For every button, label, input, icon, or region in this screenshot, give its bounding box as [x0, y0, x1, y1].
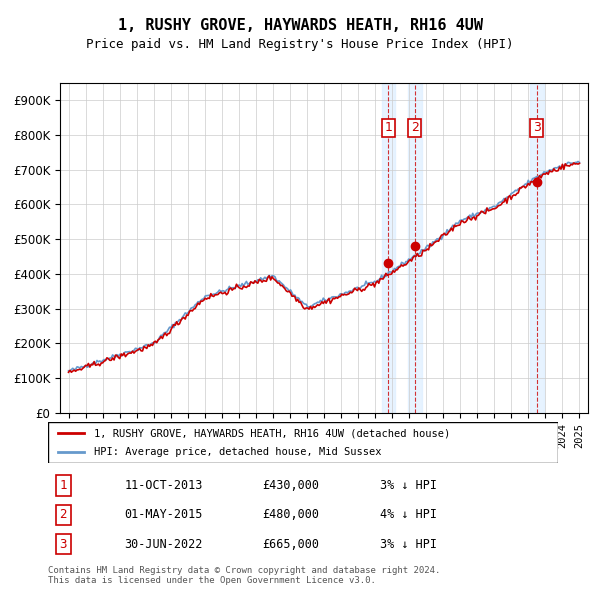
Text: £665,000: £665,000	[262, 537, 319, 550]
Text: 1, RUSHY GROVE, HAYWARDS HEATH, RH16 4UW (detached house): 1, RUSHY GROVE, HAYWARDS HEATH, RH16 4UW…	[94, 428, 450, 438]
Text: 3: 3	[59, 537, 67, 550]
Text: 2: 2	[411, 122, 419, 135]
Text: 4% ↓ HPI: 4% ↓ HPI	[380, 508, 437, 522]
Text: 3% ↓ HPI: 3% ↓ HPI	[380, 537, 437, 550]
Bar	[382, 83, 395, 413]
Text: 2: 2	[59, 508, 67, 522]
Text: 1: 1	[59, 479, 67, 492]
Text: 01-MAY-2015: 01-MAY-2015	[125, 508, 203, 522]
Text: Price paid vs. HM Land Registry's House Price Index (HPI): Price paid vs. HM Land Registry's House …	[86, 38, 514, 51]
Bar	[408, 83, 422, 413]
Text: Contains HM Land Registry data © Crown copyright and database right 2024.: Contains HM Land Registry data © Crown c…	[48, 566, 440, 575]
Text: 1: 1	[385, 122, 392, 135]
Text: £430,000: £430,000	[262, 479, 319, 492]
FancyBboxPatch shape	[48, 422, 558, 463]
Bar	[530, 83, 544, 413]
Text: 3% ↓ HPI: 3% ↓ HPI	[380, 479, 437, 492]
Text: This data is licensed under the Open Government Licence v3.0.: This data is licensed under the Open Gov…	[48, 576, 376, 585]
Text: 1, RUSHY GROVE, HAYWARDS HEATH, RH16 4UW: 1, RUSHY GROVE, HAYWARDS HEATH, RH16 4UW	[118, 18, 482, 32]
Text: £480,000: £480,000	[262, 508, 319, 522]
Text: 11-OCT-2013: 11-OCT-2013	[125, 479, 203, 492]
Text: 3: 3	[533, 122, 541, 135]
Text: 30-JUN-2022: 30-JUN-2022	[125, 537, 203, 550]
Text: HPI: Average price, detached house, Mid Sussex: HPI: Average price, detached house, Mid …	[94, 447, 382, 457]
